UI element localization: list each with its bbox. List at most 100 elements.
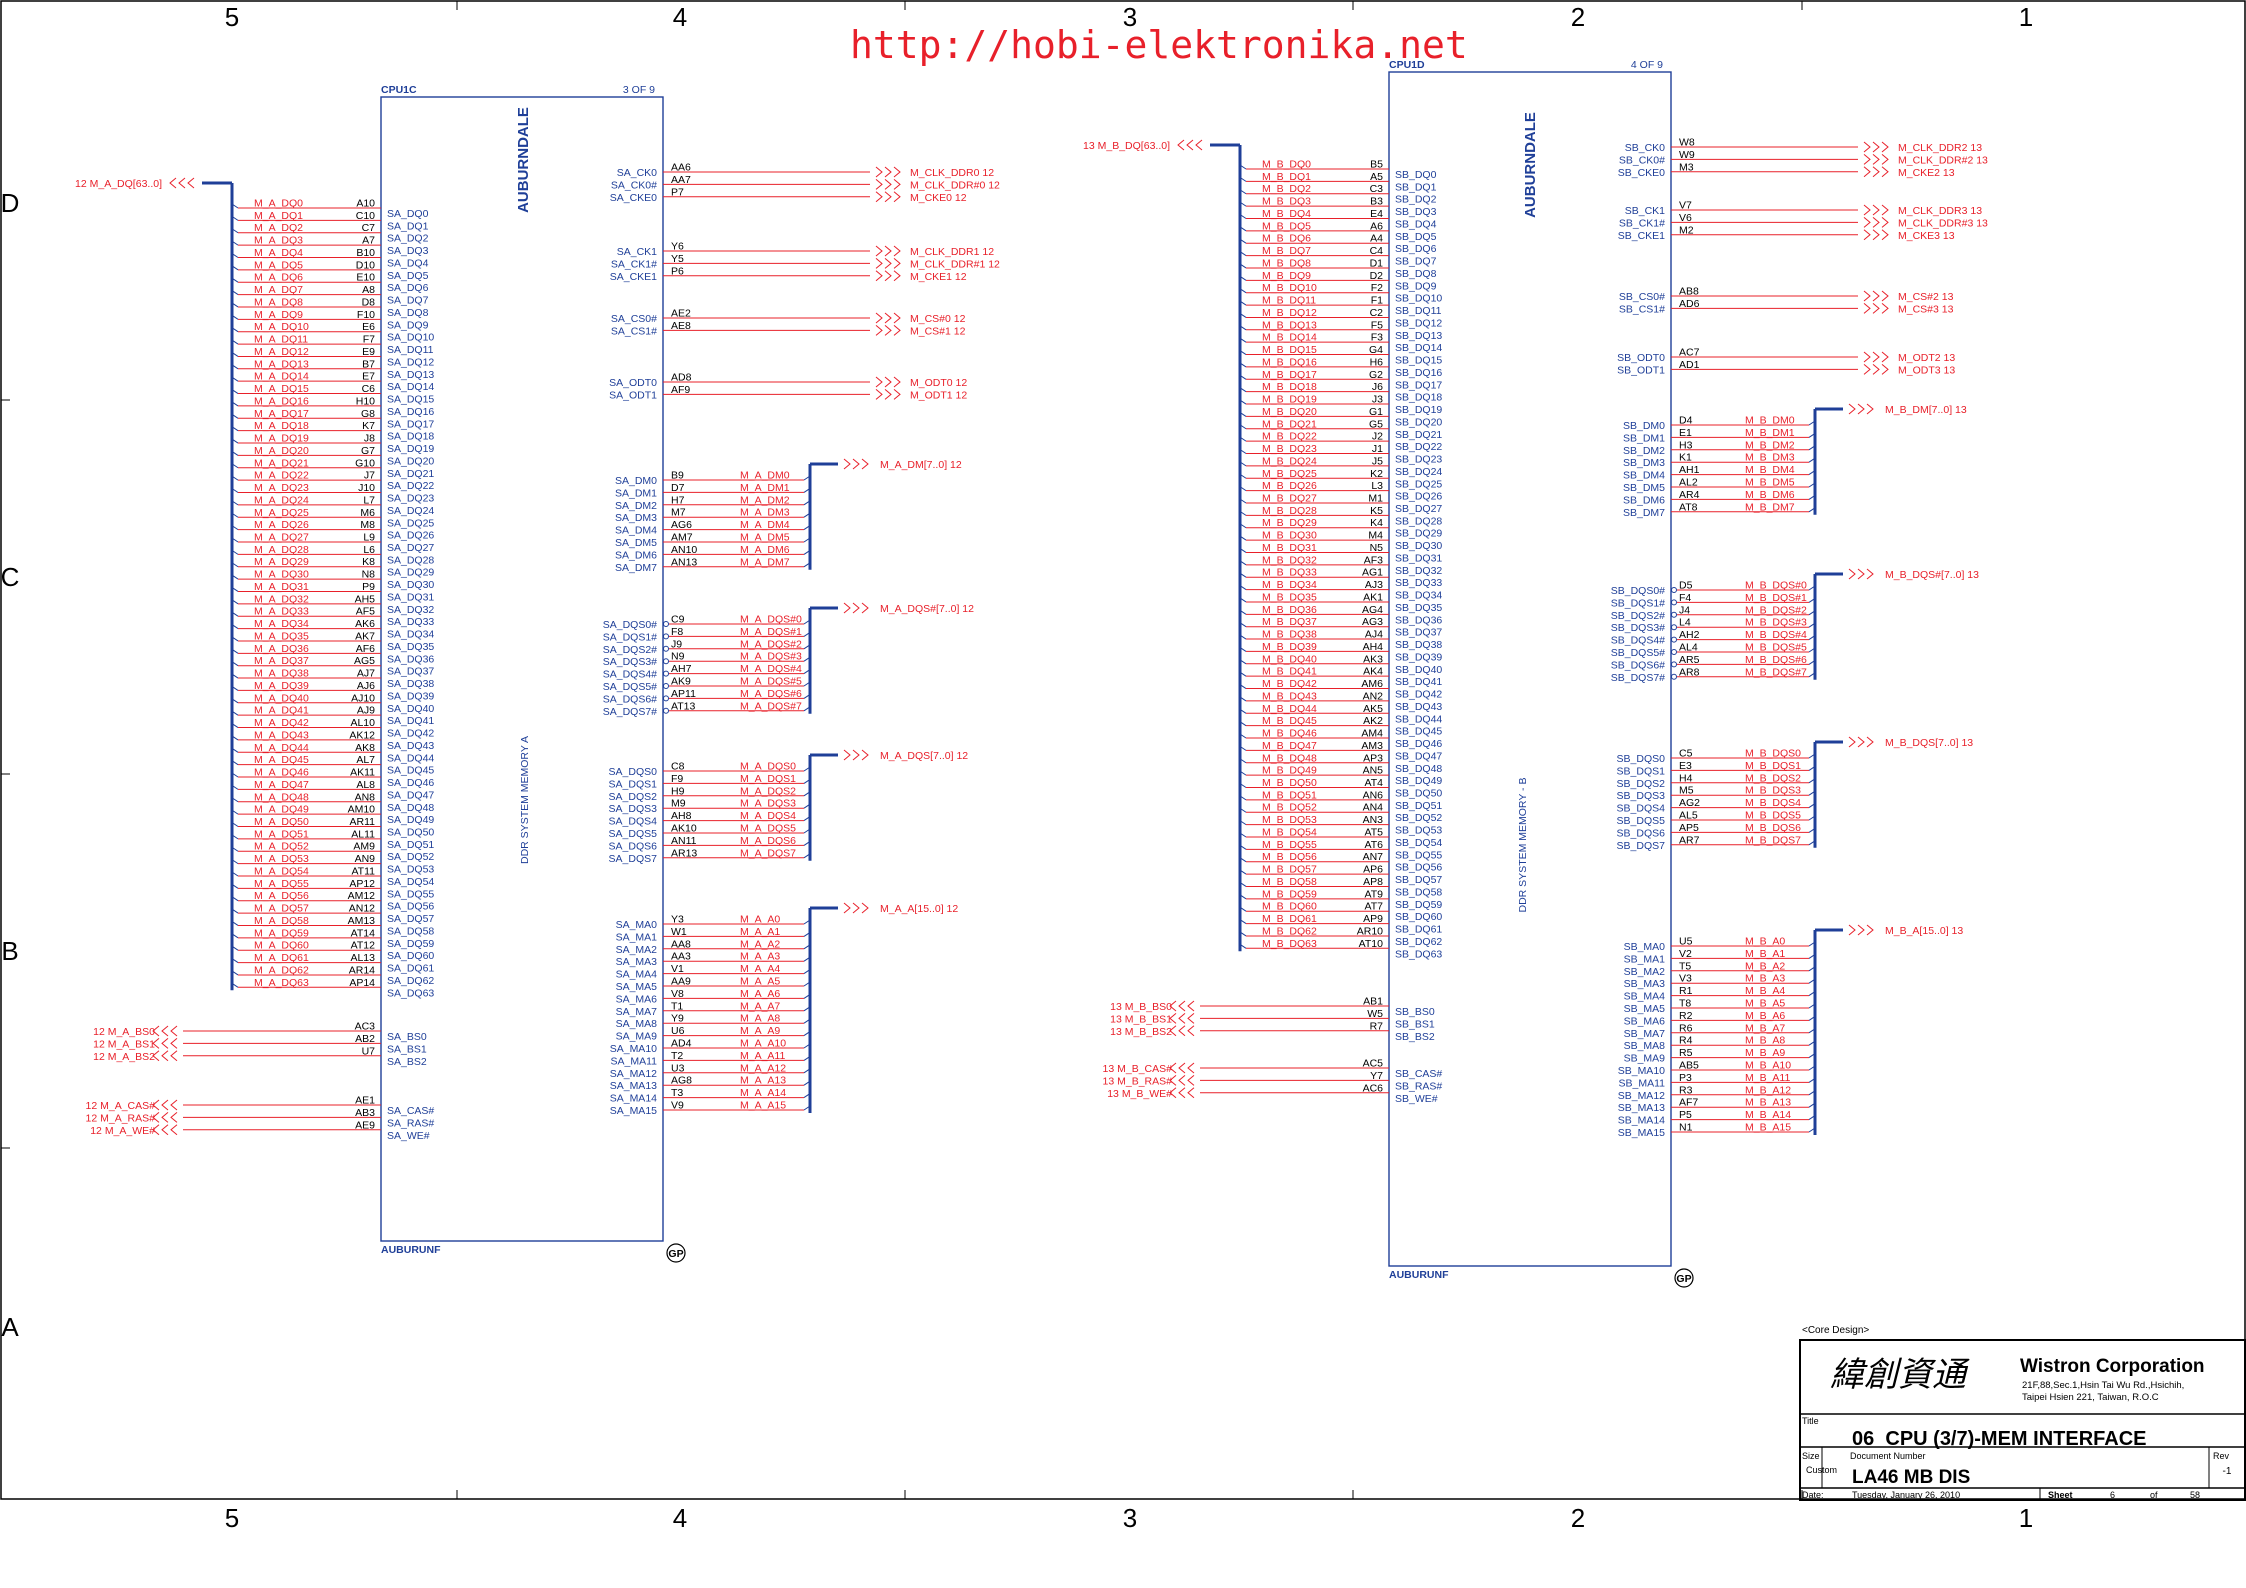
dqs-net-label: M_A_DQS6	[740, 835, 796, 847]
ma-pin-name: SB_MA10	[1618, 1065, 1665, 1077]
dqsn-net-label: M_B_DQS#6	[1745, 654, 1807, 666]
ma-pin-name: SA_MA14	[610, 1093, 657, 1105]
dm-pin-name: SB_DM5	[1623, 482, 1665, 494]
ma-net-label: M_A_A3	[740, 951, 780, 963]
dm-pin-name: SB_DM3	[1623, 457, 1665, 469]
off-page-connector	[1848, 403, 1874, 415]
watermark-url[interactable]: http://hobi-elektronika.net	[850, 23, 1468, 67]
part-footer: AUBURUNF	[381, 1244, 441, 1256]
dq-net-label: M_A_DQ39	[254, 680, 309, 692]
ma-pin-name: SB_MA1	[1624, 953, 1666, 965]
bus-entry	[1239, 424, 1247, 430]
dqsn-net-label: M_B_DQS#2	[1745, 604, 1807, 616]
dq-ball: AJ10	[351, 692, 375, 704]
dq-pin-name: SA_DQ59	[387, 938, 434, 950]
inversion-bubble	[663, 645, 669, 652]
dq-ball: G7	[361, 445, 375, 457]
dq-net-label: M_A_DQ57	[254, 903, 309, 915]
dqsn-net-label: M_A_DQS#3	[740, 651, 802, 663]
dqs-pin-name: SB_DQS4	[1617, 803, 1666, 815]
ma-ball: R3	[1679, 1084, 1693, 1096]
ctrl-ball: P7	[671, 186, 684, 198]
ma-ball: Y3	[671, 914, 684, 926]
bus-entry	[231, 772, 239, 778]
zone-markers: 5 5 4 4 3 3 2 2 1 1 D C B A	[1, 1, 2033, 1533]
dqs-ball: H4	[1679, 772, 1693, 784]
off-page-connector	[152, 1112, 178, 1123]
bus-entry	[231, 933, 239, 939]
ma-ball: T1	[671, 1000, 683, 1012]
dq-net-label: M_A_DQ32	[254, 593, 309, 605]
dq-pin-name: SA_DQ57	[387, 913, 434, 925]
dq-ball: AH4	[1363, 641, 1384, 653]
dq-pin-name: SA_DQ29	[387, 567, 434, 579]
dqs-pin-name: SB_DQS2	[1617, 778, 1666, 790]
dm-pin-name: SA_DM2	[615, 500, 657, 512]
ctrl-net: M_CLK_DDR#0 12	[910, 179, 1000, 191]
dq-ball: G1	[1369, 406, 1383, 418]
ctrl-pin-name: SB_CK1#	[1619, 217, 1665, 229]
dqsn-net-label: M_B_DQS#3	[1745, 617, 1807, 629]
dq-ball: K8	[362, 556, 375, 568]
dq-ball: M6	[360, 507, 375, 519]
dq-ball: B10	[356, 247, 375, 259]
dq-ball: A6	[1370, 220, 1383, 232]
dq-pin-name: SA_DQ20	[387, 455, 434, 467]
bus-entry	[803, 1068, 811, 1074]
ctrl-ball: W8	[1679, 137, 1695, 149]
ctrl-net: M_CKE0 12	[910, 192, 967, 204]
bus-entry	[231, 240, 239, 246]
dq-ball: B7	[362, 358, 375, 370]
bus-entry	[803, 919, 811, 925]
bus-entry	[231, 723, 239, 728]
dq-ball: F2	[1371, 282, 1383, 294]
dm-pin-name: SA_DM0	[615, 475, 657, 487]
ma-net-label: M_B_A2	[1745, 960, 1785, 972]
dq-ball: J2	[1372, 431, 1383, 443]
dm-net-label: M_A_DM4	[740, 519, 790, 531]
bus-entry	[803, 619, 811, 625]
dq-ball: AK11	[350, 767, 375, 779]
dq-net-label: M_B_DQ19	[1262, 394, 1317, 406]
ma-net-label: M_A_A11	[740, 1050, 785, 1062]
dq-ball: AL10	[350, 717, 375, 729]
bus-entry	[231, 970, 239, 976]
dq-ball: A8	[362, 284, 375, 296]
ma-pin-name: SB_MA13	[1618, 1102, 1665, 1114]
dq-net-label: M_A_DQ8	[254, 296, 303, 308]
bus-entry	[1239, 869, 1247, 875]
ma-pin-name: SB_MA6	[1624, 1015, 1666, 1027]
bus-entry	[1808, 978, 1816, 984]
dm-net-label: M_A_DM0	[740, 470, 790, 482]
ma-net-label: M_B_A10	[1745, 1060, 1791, 1072]
dq-net-label: M_B_DQ59	[1262, 888, 1317, 900]
dq-pin-name: SA_DQ50	[387, 827, 434, 839]
ma-net-label: M_B_A14	[1745, 1109, 1791, 1121]
dq-pin-name: SA_DQ55	[387, 888, 434, 900]
dq-ball: K4	[1370, 517, 1383, 529]
dqs-net-label: M_B_DQS5	[1745, 810, 1801, 822]
bus-entry	[803, 706, 811, 712]
inversion-bubble	[1671, 673, 1677, 680]
bus-entry	[231, 488, 239, 493]
ctrl-pin-name: SB_CK0#	[1619, 154, 1665, 166]
bus-entry	[231, 401, 239, 407]
dq-net-label: M_B_DQ44	[1262, 703, 1317, 715]
bus-entry	[803, 1043, 811, 1049]
dqsn-net-label: M_B_DQS#7	[1745, 666, 1807, 678]
dq-pin-name: SB_DQ40	[1395, 664, 1442, 676]
ma-net-label: M_B_A9	[1745, 1047, 1785, 1059]
dq-pin-name: SA_DQ17	[387, 418, 434, 430]
ma-pin-name: SA_MA15	[610, 1105, 657, 1117]
off-page-connector	[1863, 351, 1889, 363]
dq-pin-name: SB_DQ33	[1395, 577, 1442, 589]
bus-entry	[803, 631, 811, 637]
dq-ball: K5	[1370, 505, 1383, 517]
dqs-pin-name: SA_DQS2	[609, 791, 658, 803]
ma-ball: V1	[671, 963, 684, 975]
bus-entry	[231, 352, 239, 357]
bus-entry	[1808, 432, 1816, 438]
dq-pin-name: SB_DQ14	[1395, 342, 1442, 354]
ma-net-label: M_A_A12	[740, 1062, 786, 1074]
cmd-pin-name: SA_CAS#	[387, 1105, 434, 1117]
